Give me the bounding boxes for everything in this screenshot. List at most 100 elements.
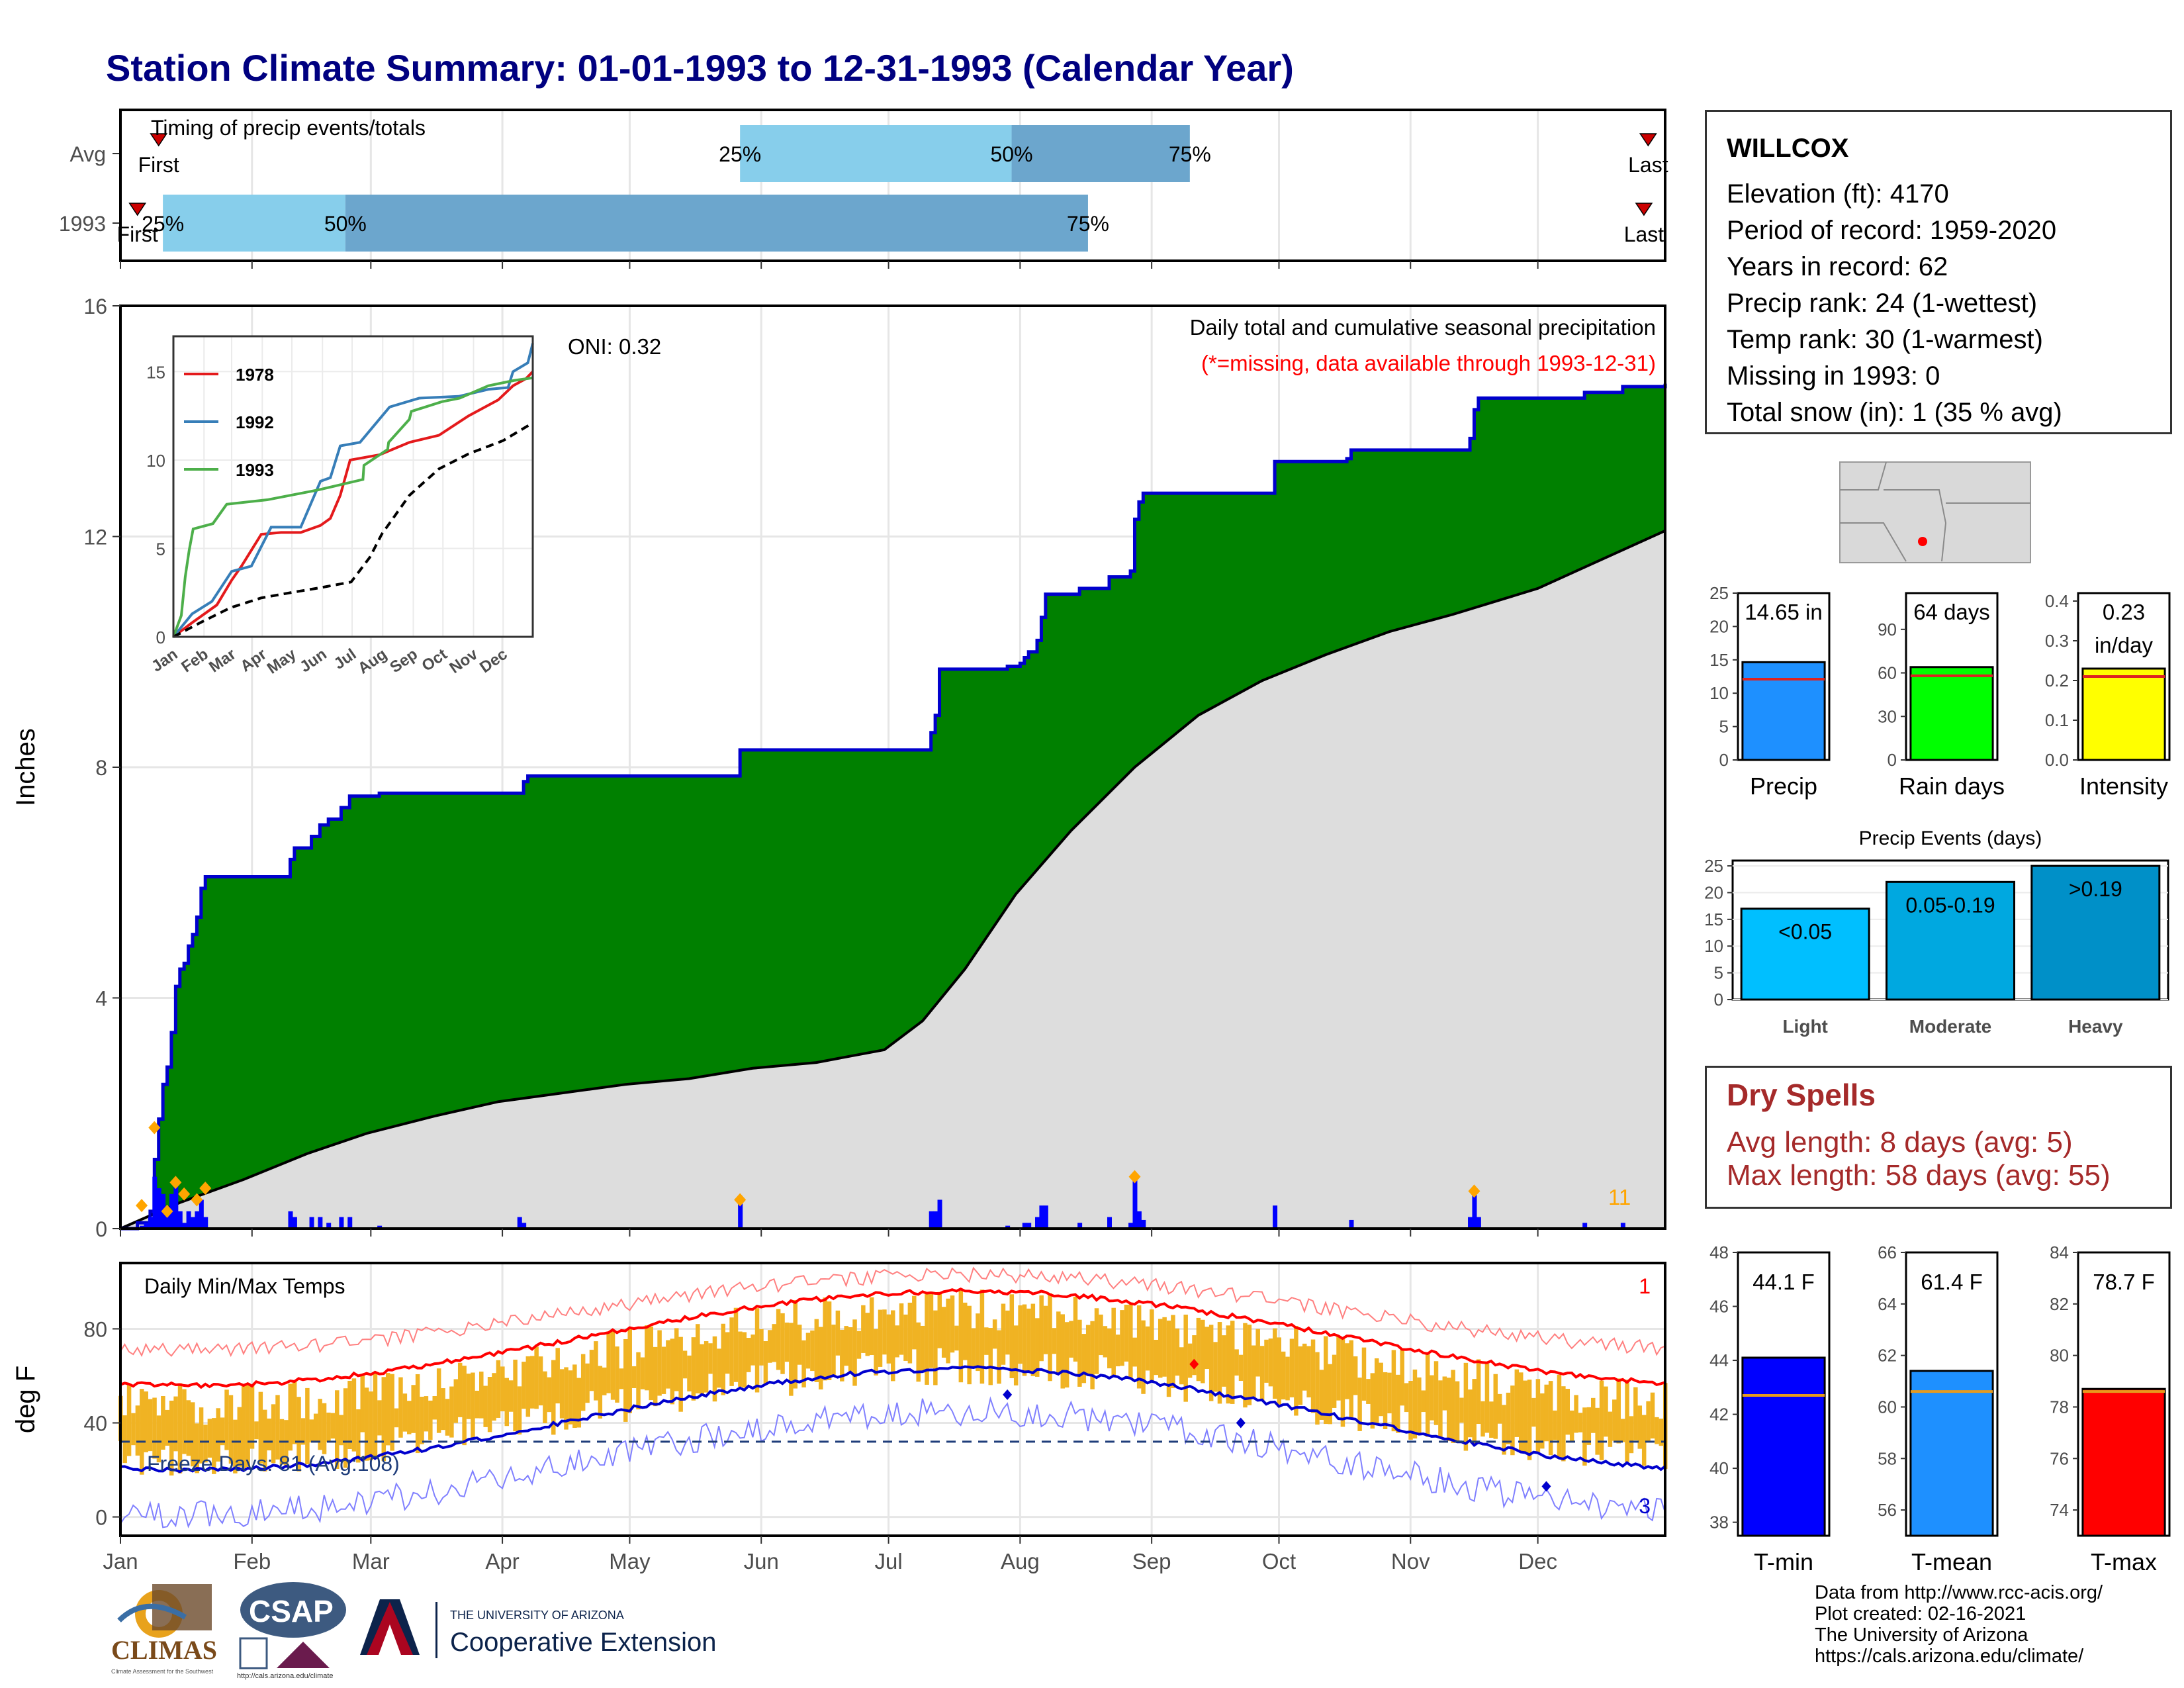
temp-daily-bar	[385, 1373, 390, 1446]
temp-daily-bar	[457, 1362, 463, 1417]
inset-y-tick-label: 15	[146, 362, 165, 382]
precip-daily-bar	[1472, 1194, 1477, 1229]
temp-daily-bar	[517, 1386, 522, 1435]
temp-daily-bar	[1590, 1397, 1596, 1433]
summary-panel-name: Rain days	[1899, 773, 2005, 800]
temp-daily-bar	[1213, 1342, 1218, 1392]
temp-daily-bar	[827, 1301, 832, 1380]
timing-marker	[128, 203, 147, 216]
temp-daily-bar	[1048, 1293, 1052, 1382]
precip-event-category: Heavy	[2068, 1016, 2123, 1037]
station-missing: Missing in 1993: 0	[1727, 361, 1940, 391]
temp-record-min-line	[120, 1396, 1666, 1528]
temp-daily-bar	[564, 1367, 569, 1430]
temp-daily-bar	[424, 1396, 429, 1432]
precip-event-category: Moderate	[1909, 1016, 1991, 1037]
timing-marker	[1639, 133, 1657, 147]
temp-daily-bar	[1379, 1362, 1383, 1417]
temp-daily-bar	[1502, 1405, 1506, 1455]
precip-extreme-marker	[199, 1182, 212, 1196]
summary-value-label: 44.1 F	[1752, 1270, 1815, 1294]
precip-daily-bar	[182, 1223, 187, 1229]
temp-daily-bar	[1361, 1347, 1367, 1401]
temp-daily-bar	[483, 1385, 488, 1427]
temp-daily-bar	[1069, 1321, 1073, 1358]
precip-daily-bar	[1005, 1225, 1011, 1229]
station-elevation: Elevation (ft): 4170	[1727, 179, 1949, 209]
temp-daily-bar	[1510, 1385, 1515, 1456]
temp-daily-bar	[848, 1327, 853, 1372]
temp-daily-bar	[148, 1399, 153, 1452]
precip-daily-bar	[292, 1217, 297, 1229]
precip-y-tick-label: 8	[95, 756, 107, 780]
summary-y-tick-label: 84	[2050, 1243, 2069, 1262]
temp-daily-bar	[1166, 1320, 1171, 1397]
summary-value-label: 61.4 F	[1921, 1270, 1983, 1294]
temp-daily-bar	[1222, 1335, 1226, 1387]
precip-extreme-marker	[169, 1176, 182, 1190]
precip-daily-bar	[1026, 1223, 1032, 1229]
temp-daily-bar	[1366, 1379, 1371, 1404]
summary-y-tick-label: 38	[1709, 1513, 1729, 1532]
precip-event-value-label: >0.19	[2069, 877, 2122, 901]
temp-daily-bar	[759, 1329, 764, 1366]
temp-daily-bar	[589, 1350, 594, 1391]
temp-daily-bar	[610, 1329, 615, 1400]
temp-y-axis-label: deg F	[11, 1366, 40, 1433]
precip-observed-line	[120, 383, 1667, 1231]
temp-average-max-line	[120, 1287, 1666, 1389]
precip-panel: Daily total and cumulative seasonal prec…	[11, 295, 1667, 1241]
summary-y-tick-label: 66	[1878, 1243, 1897, 1262]
ua-logo: THE UNIVERSITY OF ARIZONA Cooperative Ex…	[360, 1599, 716, 1658]
summary-y-tick-label: 78	[2050, 1397, 2069, 1417]
temp-daily-bar	[1208, 1325, 1214, 1401]
temp-daily-bar	[976, 1313, 980, 1372]
month-axis-label: Dec	[1518, 1549, 1557, 1573]
precip-events-title: Precip Events (days)	[1859, 827, 2042, 849]
temp-daily-bar	[1077, 1319, 1082, 1387]
month-axis-label: Oct	[1262, 1549, 1296, 1573]
summary-y-tick-label: 0.4	[2045, 591, 2069, 611]
oni-label: ONI: 0.32	[568, 334, 661, 359]
station-temp-rank: Temp rank: 30 (1-warmest)	[1727, 325, 2043, 354]
precip-daily-bar	[517, 1217, 522, 1229]
temp-daily-bar	[903, 1314, 908, 1361]
summary-y-tick-label: 0.0	[2045, 750, 2069, 770]
precip-daily-bar	[1476, 1217, 1481, 1229]
timing-frame	[119, 109, 1666, 262]
summary-y-tick-label: 0	[1719, 750, 1729, 770]
summary-y-tick-label: 46	[1709, 1297, 1729, 1317]
csap-url: http://cals.arizona.edu/climate	[237, 1672, 334, 1680]
temp-daily-bar	[678, 1336, 683, 1412]
temp-daily-bar	[1277, 1337, 1281, 1407]
temp-daily-bar	[1616, 1378, 1621, 1444]
temp-daily-bar	[1629, 1416, 1634, 1454]
temp-daily-bar	[1468, 1389, 1473, 1438]
temp-average-min-line	[120, 1365, 1666, 1474]
precip-daily-bar	[738, 1202, 743, 1229]
temp-daily-bar	[1162, 1317, 1167, 1377]
temp-daily-bar	[1264, 1339, 1269, 1383]
precip-events-y-tick-label: 15	[1704, 910, 1723, 929]
temp-daily-bar	[1081, 1334, 1087, 1383]
temp-daily-bar	[462, 1366, 467, 1446]
temp-daily-bar	[895, 1325, 899, 1358]
temp-daily-bar	[1018, 1305, 1023, 1364]
temp-daily-bar	[1497, 1393, 1502, 1424]
summary-y-tick-label: 30	[1878, 706, 1897, 726]
temp-daily-bar	[742, 1332, 747, 1388]
timing-bar-light	[740, 125, 1012, 182]
temp-daily-bar	[1561, 1386, 1566, 1462]
temp-daily-bar	[1408, 1381, 1413, 1440]
temp-record-max-line	[120, 1266, 1666, 1358]
precip-daily-bar	[377, 1225, 383, 1229]
temp-daily-bar	[1523, 1380, 1527, 1452]
temp-daily-bar	[1115, 1335, 1120, 1367]
summary-y-tick-label: 5	[1719, 717, 1729, 737]
summary-y-tick-label: 0.3	[2045, 631, 2069, 651]
temp-daily-bar	[1154, 1340, 1159, 1376]
month-axis-label: Mar	[352, 1549, 390, 1573]
temp-daily-bar	[343, 1388, 348, 1468]
temp-daily-bar	[207, 1419, 212, 1458]
